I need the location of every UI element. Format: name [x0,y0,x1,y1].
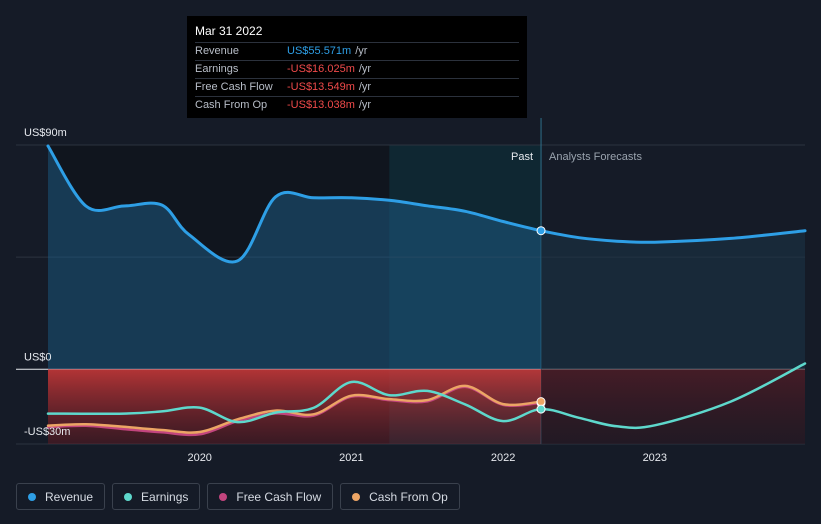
tooltip-row-revenue: Revenue US$55.571m /yr [195,42,519,60]
tooltip-value: -US$13.038m [287,99,355,111]
legend-dot-icon [219,492,228,501]
series-point-cash-from-op [536,397,546,407]
y-tick-label: US$0 [24,351,52,363]
tooltip-value: US$55.571m [287,45,352,57]
tooltip-label: Earnings [195,63,239,75]
tooltip-label: Cash From Op [195,99,268,111]
series-line-earnings [46,362,807,430]
tooltip-unit: /yr [358,99,372,111]
x-tick-label: 2021 [339,452,363,464]
past-label: Past [511,151,533,163]
tooltip-value: -US$16.025m [287,63,355,75]
tooltip: Mar 31 2022 Revenue US$55.571m /yr Earni… [187,16,527,118]
tooltip-row-earnings: Earnings -US$16.025m /yr [195,60,519,78]
tooltip-row-cash-from-op: Cash From Op -US$13.038m /yr [195,96,519,114]
tooltip-label: Revenue [195,45,240,57]
x-tick-label: 2022 [491,452,515,464]
revenue-area-past [48,146,542,370]
tooltip-unit: /yr [358,81,372,93]
legend-item-earnings[interactable]: Earnings [112,483,201,510]
tooltip-value: -US$13.549m [287,81,355,93]
legend-label: Earnings [141,489,189,504]
series-line-revenue [46,144,807,264]
negative-area-forecast [541,369,805,444]
tooltip-unit: /yr [358,63,372,75]
legend-item-revenue[interactable]: Revenue [16,483,106,510]
tooltip-label: Free Cash Flow [195,81,273,93]
series-point-earnings [536,404,546,414]
y-tick-label: -US$30m [24,426,70,438]
forecast-label: Analysts Forecasts [549,151,642,163]
legend-dot-icon [28,492,36,501]
legend-label: Cash From Op [369,489,448,504]
x-tick-label: 2020 [187,452,211,464]
legend-dot-icon [124,492,133,501]
x-tick-label: 2023 [643,452,667,464]
legend-item-free-cash-flow[interactable]: Free Cash Flow [207,483,334,510]
series-line-cash-from-op [46,384,543,434]
legend: Revenue Earnings Free Cash Flow Cash Fro… [16,483,460,510]
legend-dot-icon [352,492,361,501]
tooltip-unit: /yr [355,45,368,57]
tooltip-row-free-cash-flow: Free Cash Flow -US$13.549m /yr [195,78,519,96]
legend-label: Free Cash Flow [236,489,322,504]
y-tick-label: US$90m [24,127,67,139]
revenue-area-forecast [541,230,805,370]
series-point-revenue [536,226,546,236]
legend-label: Revenue [45,489,94,504]
negative-area-past [48,369,542,444]
tooltip-date: Mar 31 2022 [195,24,263,38]
legend-item-cash-from-op[interactable]: Cash From Op [340,483,460,510]
